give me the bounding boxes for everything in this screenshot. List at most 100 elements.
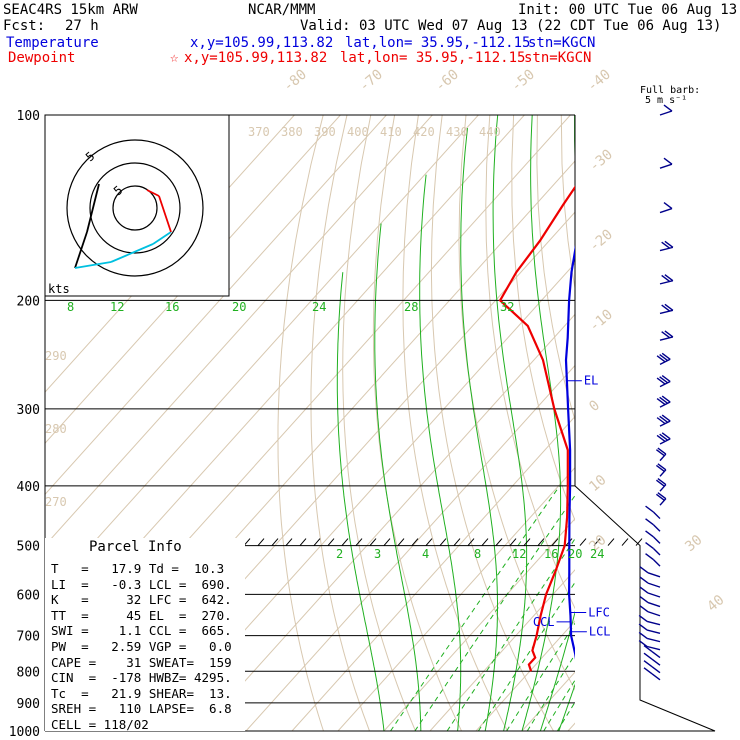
fcst-value: 27 h — [65, 18, 99, 34]
parcel-info-row: CAPE = 31 SWEAT= 159 — [51, 654, 232, 670]
hatch-mark — [397, 538, 405, 546]
wind-barb-flag — [661, 241, 671, 249]
barb-legend-line1: Full barb: — [640, 85, 701, 96]
wind-barb-flag — [657, 447, 667, 455]
wind-barb-flag — [645, 518, 654, 526]
wind-barb-staff — [646, 620, 661, 626]
hodograph-ring — [66, 139, 204, 277]
wind-barb-flag — [643, 660, 653, 668]
hatch-mark — [369, 538, 377, 546]
theta-label: 420 — [413, 125, 435, 139]
hatch-mark — [495, 538, 503, 546]
diagram-frame — [45, 115, 716, 732]
parcel-info-panel: Parcel Info T = 17.9 Td = 10.3 LI = -0.3 … — [45, 538, 245, 732]
parcel-info-row: LI = -0.3 LCL = 690. — [51, 576, 232, 592]
wind-barb-flag — [664, 240, 674, 248]
temperature-xy: x,y=105.99,113.82 — [190, 35, 334, 51]
hatch-mark — [425, 538, 433, 546]
wind-barb-flag — [639, 605, 649, 613]
wind-barb-staff — [646, 645, 661, 651]
hatch-mark — [327, 538, 335, 546]
hatch-mark — [243, 538, 251, 546]
mixing-ratio-label: 20 — [568, 547, 582, 561]
wind-barb-flag — [638, 639, 648, 648]
parcel-info-row: K = 32 LFC = 642. — [51, 592, 232, 608]
wind-barb-flag — [645, 553, 654, 561]
mixing-ratio-label: 2 — [336, 547, 343, 561]
pressure-tick-label: 900 — [17, 697, 40, 712]
mixing-ratio-label: 3 — [374, 547, 381, 561]
hatch-mark — [551, 538, 559, 546]
wind-barb-staff — [659, 498, 667, 506]
wind-barb-staff — [653, 524, 661, 532]
wind-barb-flag — [645, 530, 654, 538]
dry-adiabat-line — [680, 115, 740, 731]
hodograph-ring — [89, 162, 181, 254]
fcst-label: Fcst: — [3, 18, 46, 34]
pressure-tick-label: 600 — [17, 588, 40, 603]
dry-adiabat-line — [372, 115, 462, 731]
parcel-info-row: SWI = 1.1 CCL = 665. — [51, 623, 232, 639]
hatch-mark — [579, 538, 587, 546]
hatch-mark — [285, 538, 293, 546]
wind-barb-flag — [661, 304, 671, 312]
wind-barb-staff — [659, 469, 667, 477]
dry-adiabat-line — [657, 115, 740, 731]
hatch-mark — [453, 538, 461, 546]
pressure-tick-label: 400 — [17, 480, 40, 495]
wind-barb-flag — [661, 374, 671, 383]
hatch-mark — [271, 538, 279, 546]
dewpoint-legend-label: Dewpoint — [8, 50, 76, 66]
skewed-temperature-label: -70 — [356, 67, 386, 96]
dry-adiabat-line — [310, 115, 370, 731]
isotherm-line — [614, 115, 740, 731]
wind-barb-staff — [646, 637, 661, 643]
wind-barb-flag — [639, 566, 649, 574]
hodograph-units-label: kts — [48, 282, 70, 296]
hatch-mark — [467, 538, 475, 546]
wind-barb-flag — [656, 355, 666, 363]
hatch-mark — [481, 538, 489, 546]
mixing-ratio-line — [556, 701, 575, 731]
parcel-info-row: CIN = -178 HWBZ= 4295. — [51, 670, 232, 686]
parcel-info-row: CELL = 118/02 — [51, 716, 149, 732]
hodograph-trace-segment — [86, 183, 100, 233]
dry-adiabat-line — [728, 115, 740, 731]
level-label-ccl: CCL — [533, 615, 555, 629]
isotherm-line — [153, 262, 575, 731]
hatch-mark — [299, 538, 307, 546]
skewed-temperature-label: -80 — [280, 67, 310, 96]
isotherm-line — [199, 313, 575, 731]
dewpoint-xy: x,y=105.99,113.82 — [184, 50, 328, 66]
wind-barb-flag — [655, 479, 665, 487]
wind-barb-flag — [664, 303, 674, 311]
wind-barb-staff — [659, 401, 671, 408]
level-label-el: EL — [584, 374, 598, 388]
temperature-station: stn=KGCN — [528, 35, 596, 51]
wind-barb-staff — [659, 163, 673, 169]
wind-barb-flag — [643, 652, 653, 660]
dry-adiabat-line — [277, 115, 324, 731]
hatch-mark — [341, 538, 349, 546]
pressure-tick-label: 700 — [17, 630, 40, 645]
wind-barb-flag — [656, 398, 666, 406]
hatch-mark — [509, 538, 517, 546]
hatch-mark — [383, 538, 391, 546]
skewed-temperature-label: -20 — [586, 227, 616, 256]
hatch-mark — [607, 538, 615, 546]
hodograph-box — [44, 114, 230, 297]
wind-barb-flag — [655, 493, 665, 501]
dewpoint-station: stn=KGCN — [524, 50, 592, 66]
wind-barb-flag — [659, 415, 669, 423]
skewed-temperature-label: 30 — [682, 532, 705, 555]
theta-label: 440 — [479, 125, 501, 139]
hatch-mark — [355, 538, 363, 546]
wind-barb-flag — [645, 505, 654, 513]
parcel-info-row: SREH = 110 LAPSE= 6.8 — [51, 701, 232, 717]
wind-barb-flag — [657, 492, 667, 500]
isotherm-line — [45, 115, 433, 547]
mixing-ratio-label: 16 — [165, 300, 179, 314]
dry-adiabat-line — [536, 115, 575, 422]
wind-barb-flag — [655, 464, 665, 472]
theta-label: 380 — [281, 125, 303, 139]
